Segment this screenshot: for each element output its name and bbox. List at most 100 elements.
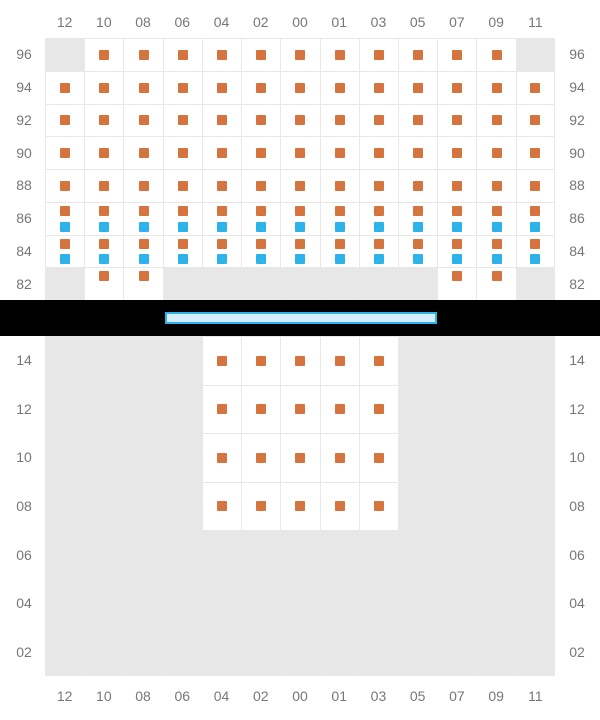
seat-cell[interactable] [516, 235, 555, 268]
seat-cell[interactable] [45, 169, 84, 202]
seat-cell[interactable] [476, 235, 515, 268]
seat-cell[interactable] [202, 202, 241, 235]
seat-cell[interactable] [280, 202, 319, 235]
seat-cell[interactable] [202, 235, 241, 268]
seat-cell[interactable] [202, 104, 241, 137]
seat-cell[interactable] [163, 169, 202, 202]
seat-cell[interactable] [320, 482, 359, 531]
seat-cell[interactable] [359, 385, 398, 434]
seat-cell[interactable] [320, 104, 359, 137]
seat-cell[interactable] [202, 136, 241, 169]
seat-cell[interactable] [84, 202, 123, 235]
seat-cell[interactable] [163, 38, 202, 71]
seat-cell[interactable] [241, 104, 280, 137]
seat-cell[interactable] [241, 136, 280, 169]
seat-cell[interactable] [476, 267, 515, 300]
seat-cell[interactable] [241, 385, 280, 434]
seat-cell[interactable] [320, 235, 359, 268]
seat-cell[interactable] [437, 202, 476, 235]
seat-cell[interactable] [280, 104, 319, 137]
seat-cell[interactable] [202, 169, 241, 202]
seat-cell[interactable] [516, 169, 555, 202]
seat-cell[interactable] [359, 336, 398, 385]
seat-cell[interactable] [516, 71, 555, 104]
seat-cell[interactable] [241, 71, 280, 104]
seat-cell[interactable] [359, 482, 398, 531]
seat-cell[interactable] [241, 202, 280, 235]
seat-cell[interactable] [320, 38, 359, 71]
seat-cell[interactable] [163, 202, 202, 235]
seat-cell[interactable] [280, 433, 319, 482]
seat-cell[interactable] [123, 169, 162, 202]
seat-cell[interactable] [202, 482, 241, 531]
seat-cell[interactable] [476, 38, 515, 71]
seat-cell[interactable] [476, 104, 515, 137]
seat-cell[interactable] [45, 235, 84, 268]
seat-cell[interactable] [359, 38, 398, 71]
seat-cell[interactable] [437, 71, 476, 104]
seat-cell[interactable] [359, 433, 398, 482]
seat-cell[interactable] [398, 71, 437, 104]
seat-cell[interactable] [359, 169, 398, 202]
seat-cell[interactable] [241, 336, 280, 385]
seat-cell[interactable] [241, 235, 280, 268]
seat-cell[interactable] [398, 38, 437, 71]
seat-cell[interactable] [202, 385, 241, 434]
seat-cell[interactable] [123, 104, 162, 137]
seat-cell[interactable] [241, 38, 280, 71]
seat-cell[interactable] [280, 38, 319, 71]
seat-cell[interactable] [45, 104, 84, 137]
seat-cell[interactable] [320, 433, 359, 482]
seat-cell[interactable] [437, 169, 476, 202]
seat-cell[interactable] [84, 71, 123, 104]
seat-cell[interactable] [398, 104, 437, 137]
seat-cell[interactable] [84, 38, 123, 71]
seat-cell[interactable] [241, 482, 280, 531]
seat-cell[interactable] [476, 71, 515, 104]
seat-cell[interactable] [202, 433, 241, 482]
seat-cell[interactable] [398, 202, 437, 235]
seat-cell[interactable] [320, 169, 359, 202]
seat-cell[interactable] [320, 71, 359, 104]
seat-cell[interactable] [398, 169, 437, 202]
seat-cell[interactable] [45, 202, 84, 235]
seat-cell[interactable] [123, 202, 162, 235]
seat-cell[interactable] [163, 71, 202, 104]
seat-cell[interactable] [359, 104, 398, 137]
seat-cell[interactable] [359, 202, 398, 235]
seat-cell[interactable] [202, 71, 241, 104]
seat-cell[interactable] [320, 336, 359, 385]
seat-cell[interactable] [280, 235, 319, 268]
seat-cell[interactable] [45, 136, 84, 169]
seat-cell[interactable] [359, 71, 398, 104]
seat-cell[interactable] [163, 136, 202, 169]
seat-cell[interactable] [123, 136, 162, 169]
seat-cell[interactable] [437, 38, 476, 71]
seat-cell[interactable] [280, 385, 319, 434]
seat-cell[interactable] [123, 235, 162, 268]
seat-cell[interactable] [516, 104, 555, 137]
seat-cell[interactable] [84, 104, 123, 137]
seat-cell[interactable] [163, 235, 202, 268]
seat-cell[interactable] [359, 136, 398, 169]
seat-cell[interactable] [476, 169, 515, 202]
seat-cell[interactable] [202, 336, 241, 385]
seat-cell[interactable] [123, 267, 162, 300]
seat-cell[interactable] [280, 336, 319, 385]
seat-cell[interactable] [280, 482, 319, 531]
seat-cell[interactable] [123, 38, 162, 71]
seat-cell[interactable] [516, 202, 555, 235]
seat-cell[interactable] [398, 235, 437, 268]
seat-cell[interactable] [241, 169, 280, 202]
seat-cell[interactable] [320, 136, 359, 169]
seat-cell[interactable] [437, 235, 476, 268]
seat-cell[interactable] [280, 169, 319, 202]
seat-cell[interactable] [84, 169, 123, 202]
seat-cell[interactable] [437, 267, 476, 300]
seat-cell[interactable] [202, 38, 241, 71]
seat-cell[interactable] [437, 104, 476, 137]
seat-cell[interactable] [163, 104, 202, 137]
seat-cell[interactable] [123, 71, 162, 104]
seat-cell[interactable] [359, 235, 398, 268]
seat-cell[interactable] [476, 136, 515, 169]
